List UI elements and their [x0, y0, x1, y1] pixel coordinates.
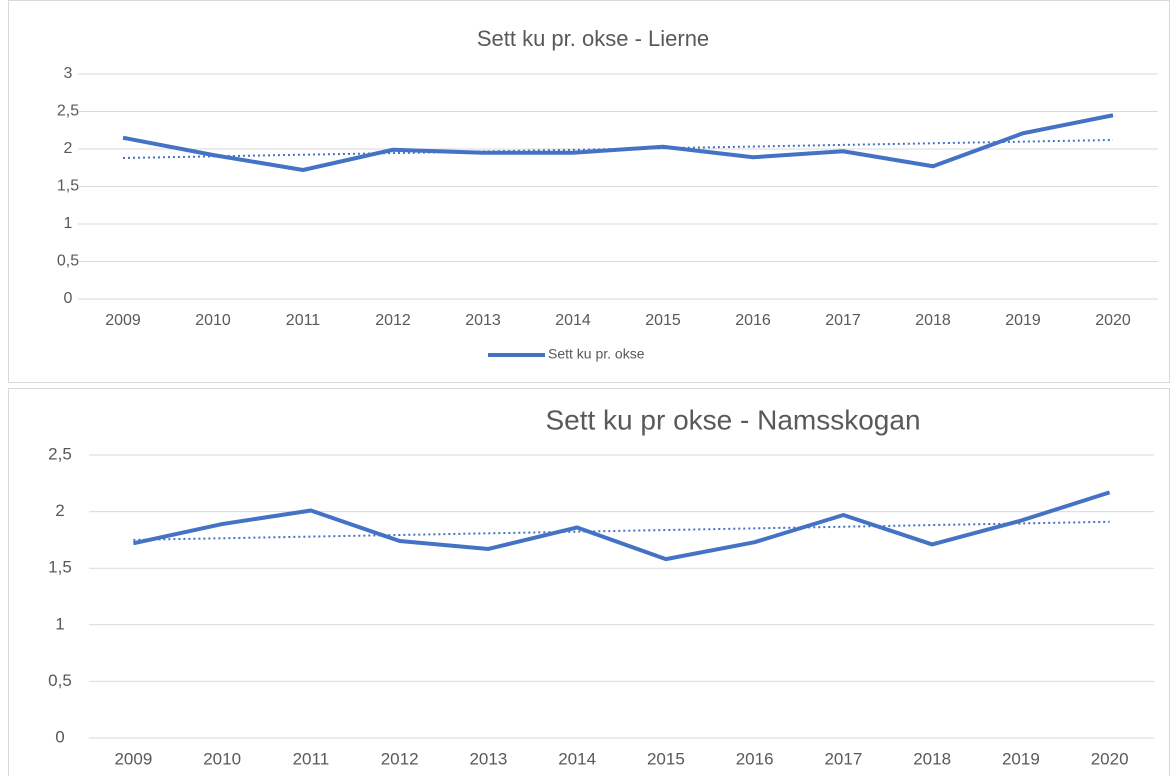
x-tick-label: 2016 — [735, 312, 771, 329]
y-tick-label: 0,5 — [57, 253, 79, 270]
x-tick-label: 2010 — [203, 749, 241, 768]
x-tick-label: 2013 — [469, 749, 507, 768]
x-tick-label: 2020 — [1091, 749, 1129, 768]
y-tick-label: 2,5 — [57, 103, 79, 120]
y-tick-label: 2,5 — [48, 444, 72, 463]
chart-frame — [8, 0, 1170, 383]
y-tick-label: 2 — [55, 501, 64, 520]
x-tick-label: 2018 — [915, 312, 951, 329]
x-tick-label: 2009 — [114, 749, 152, 768]
x-tick-label: 2011 — [293, 749, 330, 768]
y-tick-label: 1 — [64, 215, 73, 232]
y-tick-label: 3 — [64, 65, 73, 82]
y-tick-label: 0 — [55, 727, 64, 746]
x-tick-label: 2018 — [913, 749, 951, 768]
x-tick-label: 2010 — [195, 312, 231, 329]
x-tick-label: 2012 — [375, 312, 411, 329]
x-tick-label: 2013 — [465, 312, 501, 329]
y-tick-label: 2 — [64, 140, 73, 157]
series-line — [132, 490, 1111, 562]
series-line — [122, 113, 1114, 172]
x-tick-label: 2015 — [647, 749, 685, 768]
x-tick-label: 2015 — [645, 312, 681, 329]
x-tick-label: 2017 — [824, 749, 862, 768]
chart-frame — [8, 388, 1170, 776]
chart-title: Sett ku pr okse - Namsskogan — [545, 404, 920, 435]
y-tick-label: 1,5 — [57, 178, 79, 195]
y-tick-label: 1 — [55, 614, 64, 633]
x-tick-label: 2012 — [381, 749, 419, 768]
x-tick-label: 2017 — [825, 312, 861, 329]
x-tick-label: 2009 — [105, 312, 141, 329]
legend-label: Sett ku pr. okse — [548, 346, 645, 362]
x-tick-label: 2014 — [558, 749, 596, 768]
x-tick-label: 2016 — [736, 749, 774, 768]
x-tick-label: 2011 — [286, 312, 321, 329]
x-tick-label: 2019 — [1005, 312, 1041, 329]
y-tick-label: 0 — [64, 290, 73, 307]
y-tick-label: 1,5 — [48, 558, 72, 577]
x-tick-label: 2019 — [1002, 749, 1040, 768]
y-tick-label: 0,5 — [48, 671, 72, 690]
chart-title: Sett ku pr. okse - Lierne — [477, 26, 709, 51]
x-tick-label: 2020 — [1095, 312, 1131, 329]
x-tick-label: 2014 — [555, 312, 591, 329]
